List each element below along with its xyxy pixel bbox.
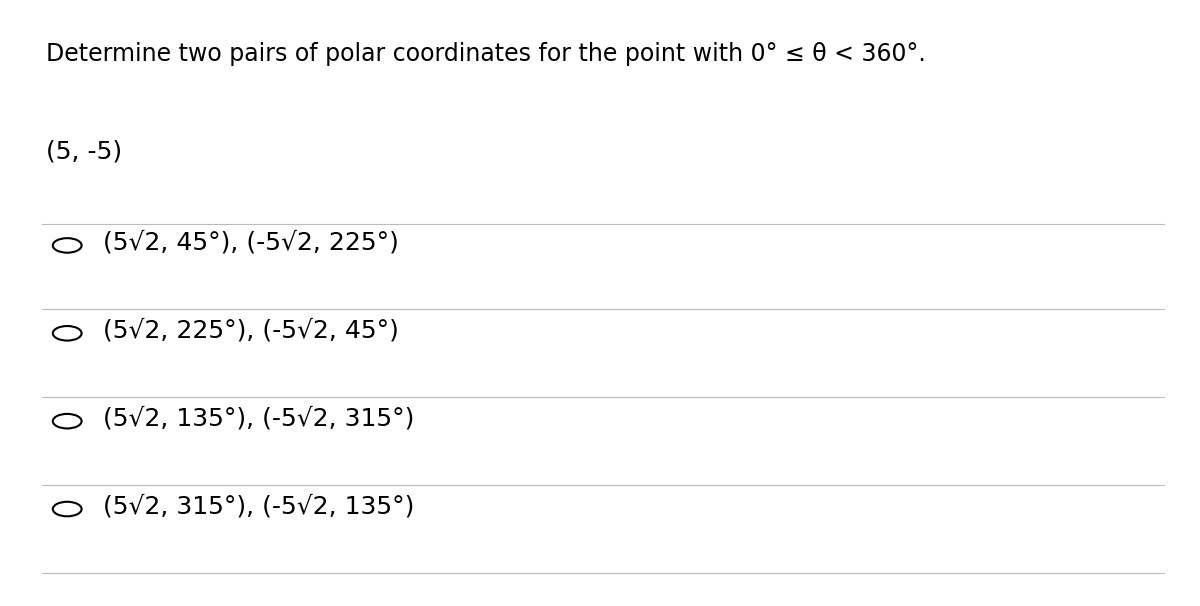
Text: (5√2, 45°), (-5√2, 225°): (5√2, 45°), (-5√2, 225°)	[103, 230, 400, 255]
Text: Determine two pairs of polar coordinates for the point with 0° ≤ θ < 360°.: Determine two pairs of polar coordinates…	[46, 42, 925, 67]
Text: (5√2, 315°), (-5√2, 135°): (5√2, 315°), (-5√2, 135°)	[103, 494, 414, 518]
Text: (5, -5): (5, -5)	[46, 139, 121, 164]
Text: (5√2, 135°), (-5√2, 315°): (5√2, 135°), (-5√2, 315°)	[103, 406, 414, 430]
Text: (5√2, 225°), (-5√2, 45°): (5√2, 225°), (-5√2, 45°)	[103, 318, 400, 342]
